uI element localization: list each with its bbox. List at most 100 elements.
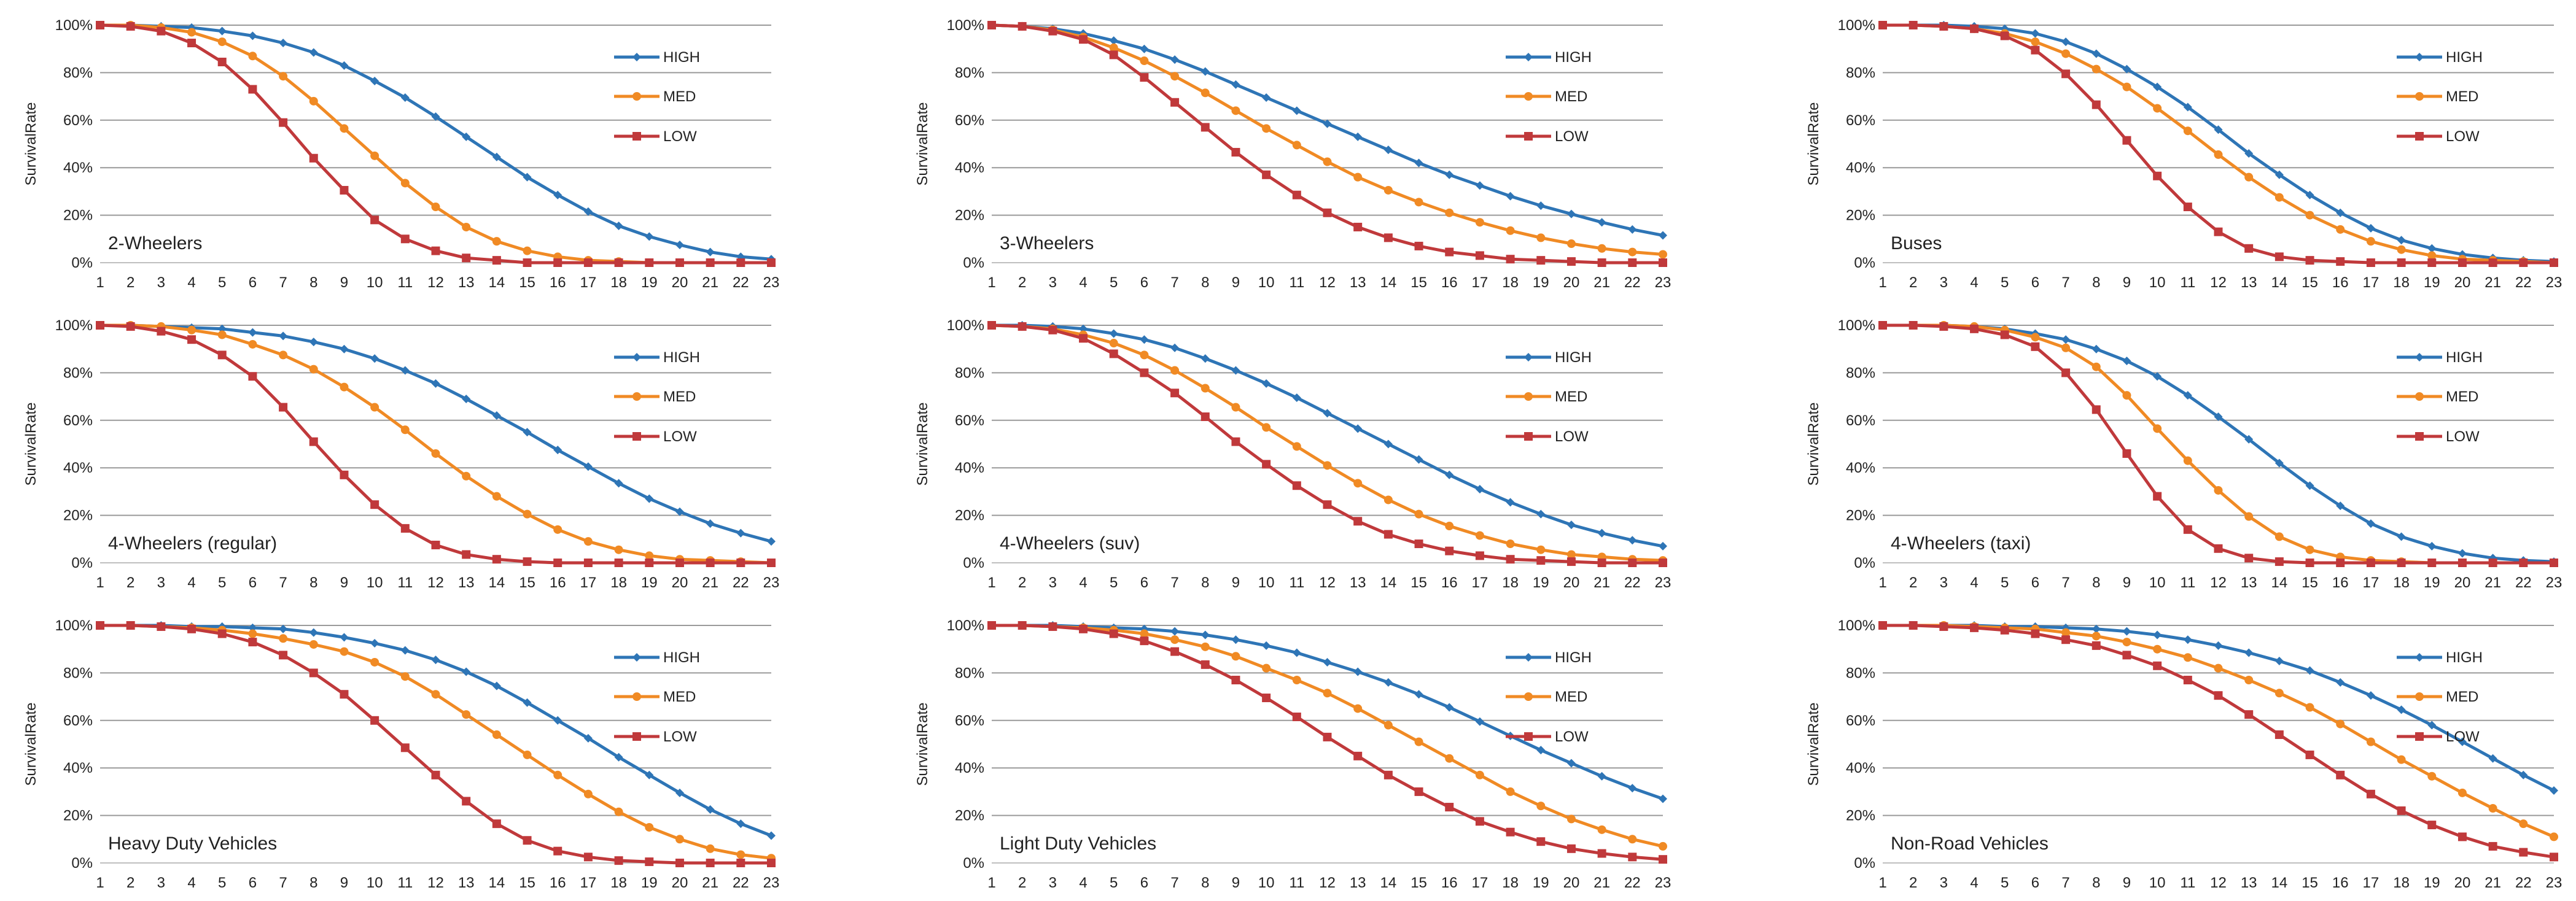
x-tick-label: 3 — [157, 574, 165, 591]
data-point-low — [157, 26, 166, 36]
x-tick-label: 21 — [1593, 574, 1610, 591]
x-tick-label: 4 — [1079, 574, 1087, 591]
x-tick-label: 11 — [397, 875, 413, 891]
x-tick-label: 21 — [1593, 875, 1610, 891]
data-point-low — [1109, 349, 1118, 358]
data-point-med — [523, 246, 532, 255]
x-tick-label: 4 — [1970, 574, 1978, 591]
legend-marker-med — [632, 392, 641, 401]
x-tick-label: 4 — [187, 274, 195, 291]
data-point-med — [1170, 366, 1180, 375]
y-tick-label: 60% — [955, 713, 984, 729]
data-point-low — [1048, 622, 1057, 631]
x-tick-label: 13 — [458, 574, 475, 591]
data-point-high — [279, 331, 288, 341]
data-point-med — [2274, 532, 2284, 541]
data-point-low — [2000, 31, 2009, 41]
legend-label-med: MED — [1555, 389, 1587, 405]
y-axis-label: SurvivalRate — [914, 402, 931, 485]
legend-label-high: HIGH — [663, 349, 700, 366]
data-point-med — [492, 237, 501, 246]
y-tick-label: 0% — [71, 855, 93, 872]
data-point-low — [96, 321, 104, 330]
data-point-low — [1939, 21, 1948, 31]
data-point-high — [1383, 145, 1393, 155]
x-tick-label: 20 — [672, 875, 688, 891]
data-point-high — [2274, 170, 2284, 179]
x-tick-label: 6 — [249, 574, 257, 591]
data-point-high — [553, 716, 562, 725]
data-point-low — [1909, 621, 1918, 630]
y-tick-label: 0% — [71, 255, 93, 271]
data-point-high — [279, 39, 288, 48]
x-tick-label: 2 — [126, 574, 134, 591]
data-point-low — [2457, 559, 2467, 567]
data-point-low — [645, 258, 654, 267]
chart-panel-4: 0%20%40%60%80%100%1 2 3 4 5 6 7 8 9 10 11 12 13 14 15 1… — [23, 317, 779, 591]
data-point-low — [645, 857, 654, 867]
data-point-med — [1383, 721, 1393, 730]
legend-marker-high — [2415, 653, 2424, 662]
data-point-high — [1659, 231, 1667, 240]
x-tick-label: 1 — [1878, 574, 1886, 591]
data-point-high — [1262, 93, 1271, 102]
x-tick-label: 12 — [1319, 274, 1336, 291]
data-point-med — [1566, 239, 1576, 249]
data-point-low — [1292, 481, 1301, 490]
data-point-med — [2305, 545, 2314, 554]
data-point-med — [2305, 703, 2314, 712]
x-tick-label: 7 — [2061, 875, 2069, 891]
y-tick-label: 60% — [63, 713, 93, 729]
x-tick-label: 16 — [2332, 274, 2349, 291]
data-point-high — [492, 681, 501, 690]
data-point-low — [2061, 368, 2071, 377]
x-tick-label: 3 — [1049, 875, 1057, 891]
legend-marker-low — [1524, 132, 1533, 141]
y-tick-label: 20% — [955, 207, 984, 224]
data-point-high — [1200, 354, 1210, 363]
data-point-high — [2336, 501, 2345, 511]
data-point-med — [2092, 64, 2101, 74]
x-tick-label: 7 — [279, 875, 287, 891]
data-point-low — [2061, 635, 2071, 644]
data-point-med — [553, 525, 562, 534]
data-point-low — [2153, 492, 2162, 501]
data-point-high — [706, 519, 715, 528]
data-point-med — [1597, 244, 1606, 253]
data-point-high — [370, 76, 379, 85]
y-tick-label: 0% — [963, 555, 984, 571]
data-point-low — [1414, 241, 1423, 250]
data-point-high — [523, 428, 532, 437]
x-tick-label: 14 — [2271, 875, 2288, 891]
data-point-med — [2457, 788, 2467, 797]
data-point-low — [1018, 621, 1027, 630]
data-point-high — [2061, 37, 2071, 47]
data-point-med — [400, 425, 410, 435]
x-tick-label: 14 — [489, 875, 505, 891]
x-tick-label: 13 — [1350, 274, 1366, 291]
data-point-low — [1536, 556, 1546, 565]
data-point-med — [1414, 737, 1423, 746]
data-point-low — [1445, 546, 1454, 555]
data-point-high — [340, 344, 349, 354]
data-point-high — [1323, 409, 1332, 418]
data-point-med — [431, 690, 440, 699]
data-point-high — [1475, 181, 1484, 190]
data-point-low — [217, 629, 227, 638]
data-point-low — [1200, 123, 1210, 132]
x-tick-label: 11 — [1289, 574, 1304, 591]
data-point-high — [583, 207, 593, 216]
x-tick-label: 15 — [519, 875, 535, 891]
chart-panel-1: 0%20%40%60%80%100%1 2 3 4 5 6 7 8 9 10 11 12 13 14 15 1… — [23, 17, 779, 291]
data-point-low — [2274, 557, 2284, 567]
x-tick-label: 12 — [1319, 574, 1336, 591]
x-tick-label: 5 — [218, 875, 226, 891]
data-point-med — [675, 835, 684, 844]
y-tick-label: 100% — [1838, 317, 1875, 334]
x-tick-label: 8 — [1201, 274, 1209, 291]
data-point-med — [2153, 424, 2162, 433]
legend-marker-med — [632, 692, 641, 701]
y-tick-label: 0% — [1854, 855, 1875, 872]
data-point-low — [1628, 853, 1637, 862]
data-point-low — [1970, 324, 1979, 333]
